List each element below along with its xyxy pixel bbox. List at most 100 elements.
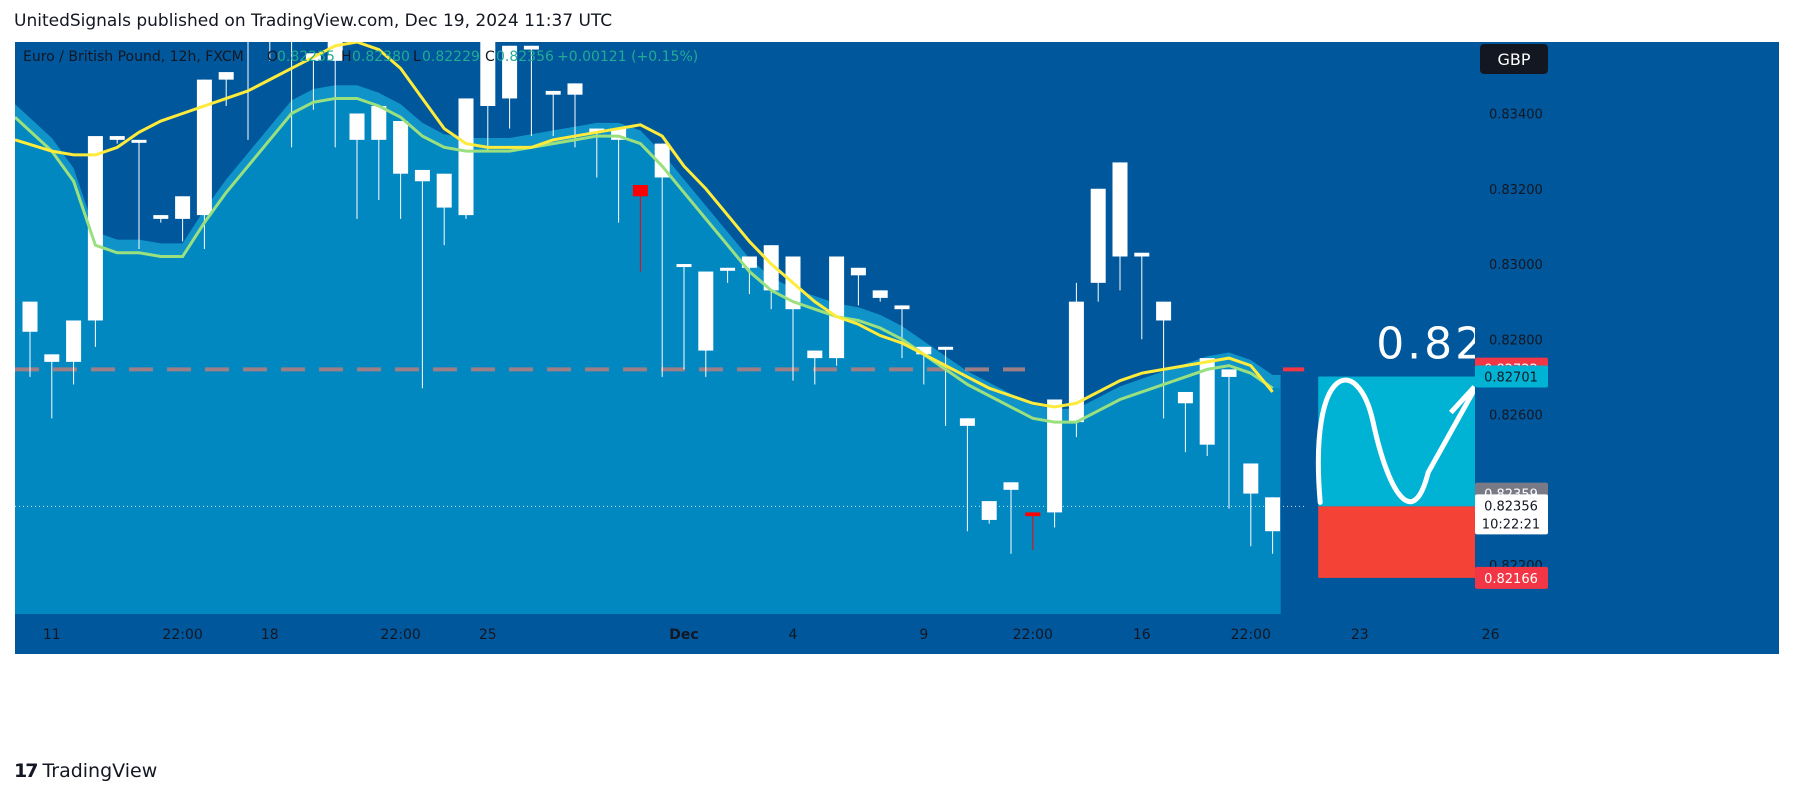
candle-body bbox=[763, 245, 779, 291]
candle-body bbox=[632, 185, 648, 197]
candle-body bbox=[393, 121, 409, 174]
x-tick-label: 18 bbox=[261, 627, 279, 643]
x-tick-label: 22:00 bbox=[162, 627, 202, 643]
candle-body bbox=[371, 105, 387, 140]
candle-body bbox=[153, 215, 169, 219]
loss-zone bbox=[1318, 506, 1481, 578]
candle bbox=[611, 128, 627, 223]
change-value: +0.00121 (+0.15%) bbox=[557, 49, 698, 65]
profit-zone bbox=[1318, 376, 1481, 507]
x-tick-label: 11 bbox=[43, 627, 61, 643]
candle bbox=[291, 42, 293, 148]
candle-body bbox=[589, 128, 605, 133]
candle-body bbox=[44, 354, 60, 362]
price-label: 0.82356 10:22:21 bbox=[1475, 494, 1548, 535]
candle-body bbox=[349, 113, 365, 140]
low-value: 0.82229 bbox=[422, 49, 480, 65]
candle bbox=[698, 271, 714, 377]
candle bbox=[1003, 482, 1019, 554]
price-chart[interactable]: 0.8272 0.834000.832000.830000.828000.826… bbox=[15, 42, 1779, 654]
candle bbox=[269, 42, 271, 61]
candle-body bbox=[720, 267, 736, 271]
candle-body bbox=[1156, 301, 1172, 321]
candle-body bbox=[1134, 252, 1150, 257]
candle-body bbox=[1047, 399, 1063, 513]
candle bbox=[1221, 369, 1237, 509]
candle-body bbox=[698, 271, 714, 351]
candle bbox=[1047, 399, 1063, 528]
open-label: O bbox=[267, 49, 278, 65]
candle bbox=[502, 45, 518, 129]
price-axis-panel bbox=[1475, 42, 1779, 654]
candle-body bbox=[1243, 463, 1259, 494]
x-tick-label: 22:00 bbox=[1231, 627, 1271, 643]
candle-body bbox=[66, 320, 82, 362]
high-label: H bbox=[341, 49, 352, 65]
candle-body bbox=[436, 173, 452, 208]
publish-header: UnitedSignals published on TradingView.c… bbox=[14, 11, 613, 31]
x-tick-label: 16 bbox=[1133, 627, 1151, 643]
candle-body bbox=[872, 290, 888, 298]
candle bbox=[1068, 282, 1084, 438]
ma-green-line bbox=[15, 96, 1274, 424]
candle-body bbox=[87, 136, 103, 321]
candle bbox=[741, 256, 757, 295]
candle bbox=[829, 256, 845, 366]
x-tick-label: 26 bbox=[1482, 627, 1500, 643]
candle-body bbox=[981, 501, 997, 520]
ma-yellow-line bbox=[15, 42, 1274, 409]
candle-body bbox=[109, 136, 125, 140]
candle bbox=[1265, 497, 1281, 554]
symbol-name: Euro / British Pound, 12h, FXCM bbox=[23, 49, 244, 65]
candle-body bbox=[175, 196, 191, 219]
candle bbox=[1090, 188, 1106, 302]
price-label-text: 0.82356 bbox=[1484, 499, 1538, 514]
candle-body bbox=[1177, 391, 1193, 404]
symbol-legend: Euro / British Pound, 12h, FXCM O 0.8223… bbox=[23, 49, 698, 65]
price-label-bg bbox=[1475, 566, 1548, 589]
candle-body bbox=[458, 98, 474, 216]
candle bbox=[959, 418, 975, 532]
candle-body bbox=[1068, 301, 1084, 423]
footer-brand[interactable]: 17 TradingView bbox=[14, 760, 157, 782]
countdown-label: 10:22:21 bbox=[1482, 517, 1540, 532]
candle-body bbox=[1199, 358, 1215, 445]
candle bbox=[247, 42, 249, 140]
candle-body bbox=[938, 346, 954, 350]
price-label: 0.82701 bbox=[1475, 365, 1548, 388]
candle bbox=[763, 245, 779, 310]
price-label: 0.82166 bbox=[1475, 566, 1548, 589]
candle-body bbox=[829, 256, 845, 359]
currency-badge[interactable]: GBP bbox=[1480, 44, 1548, 74]
y-tick-label: 0.83000 bbox=[1489, 258, 1543, 273]
candle bbox=[66, 320, 82, 385]
candle bbox=[894, 305, 910, 359]
candle bbox=[393, 121, 409, 219]
candle bbox=[414, 169, 430, 389]
candle-body bbox=[218, 72, 234, 80]
candle bbox=[720, 267, 736, 283]
candle bbox=[632, 185, 648, 272]
candle-body bbox=[196, 79, 212, 216]
candle-body bbox=[1003, 482, 1019, 490]
candle bbox=[436, 173, 452, 246]
candle-body bbox=[850, 267, 866, 276]
candle-body bbox=[1221, 369, 1237, 377]
candle bbox=[371, 105, 387, 201]
open-value: 0.82235 bbox=[277, 49, 335, 65]
candle-body bbox=[741, 256, 757, 268]
candle-body bbox=[1112, 162, 1128, 257]
candle-body bbox=[1025, 512, 1041, 517]
candle bbox=[872, 290, 888, 302]
low-label: L bbox=[413, 49, 421, 65]
time-axis-panel bbox=[15, 614, 1779, 654]
y-tick-label: 0.82600 bbox=[1489, 409, 1543, 424]
forecast-wave-arrow bbox=[1315, 377, 1476, 505]
candle-body bbox=[567, 83, 583, 95]
candle bbox=[1199, 358, 1215, 456]
high-value: 0.82380 bbox=[352, 49, 410, 65]
candle-body bbox=[22, 301, 38, 332]
y-tick-label: 0.83200 bbox=[1489, 183, 1543, 198]
price-label-bg bbox=[1475, 494, 1548, 535]
candle bbox=[175, 196, 191, 242]
